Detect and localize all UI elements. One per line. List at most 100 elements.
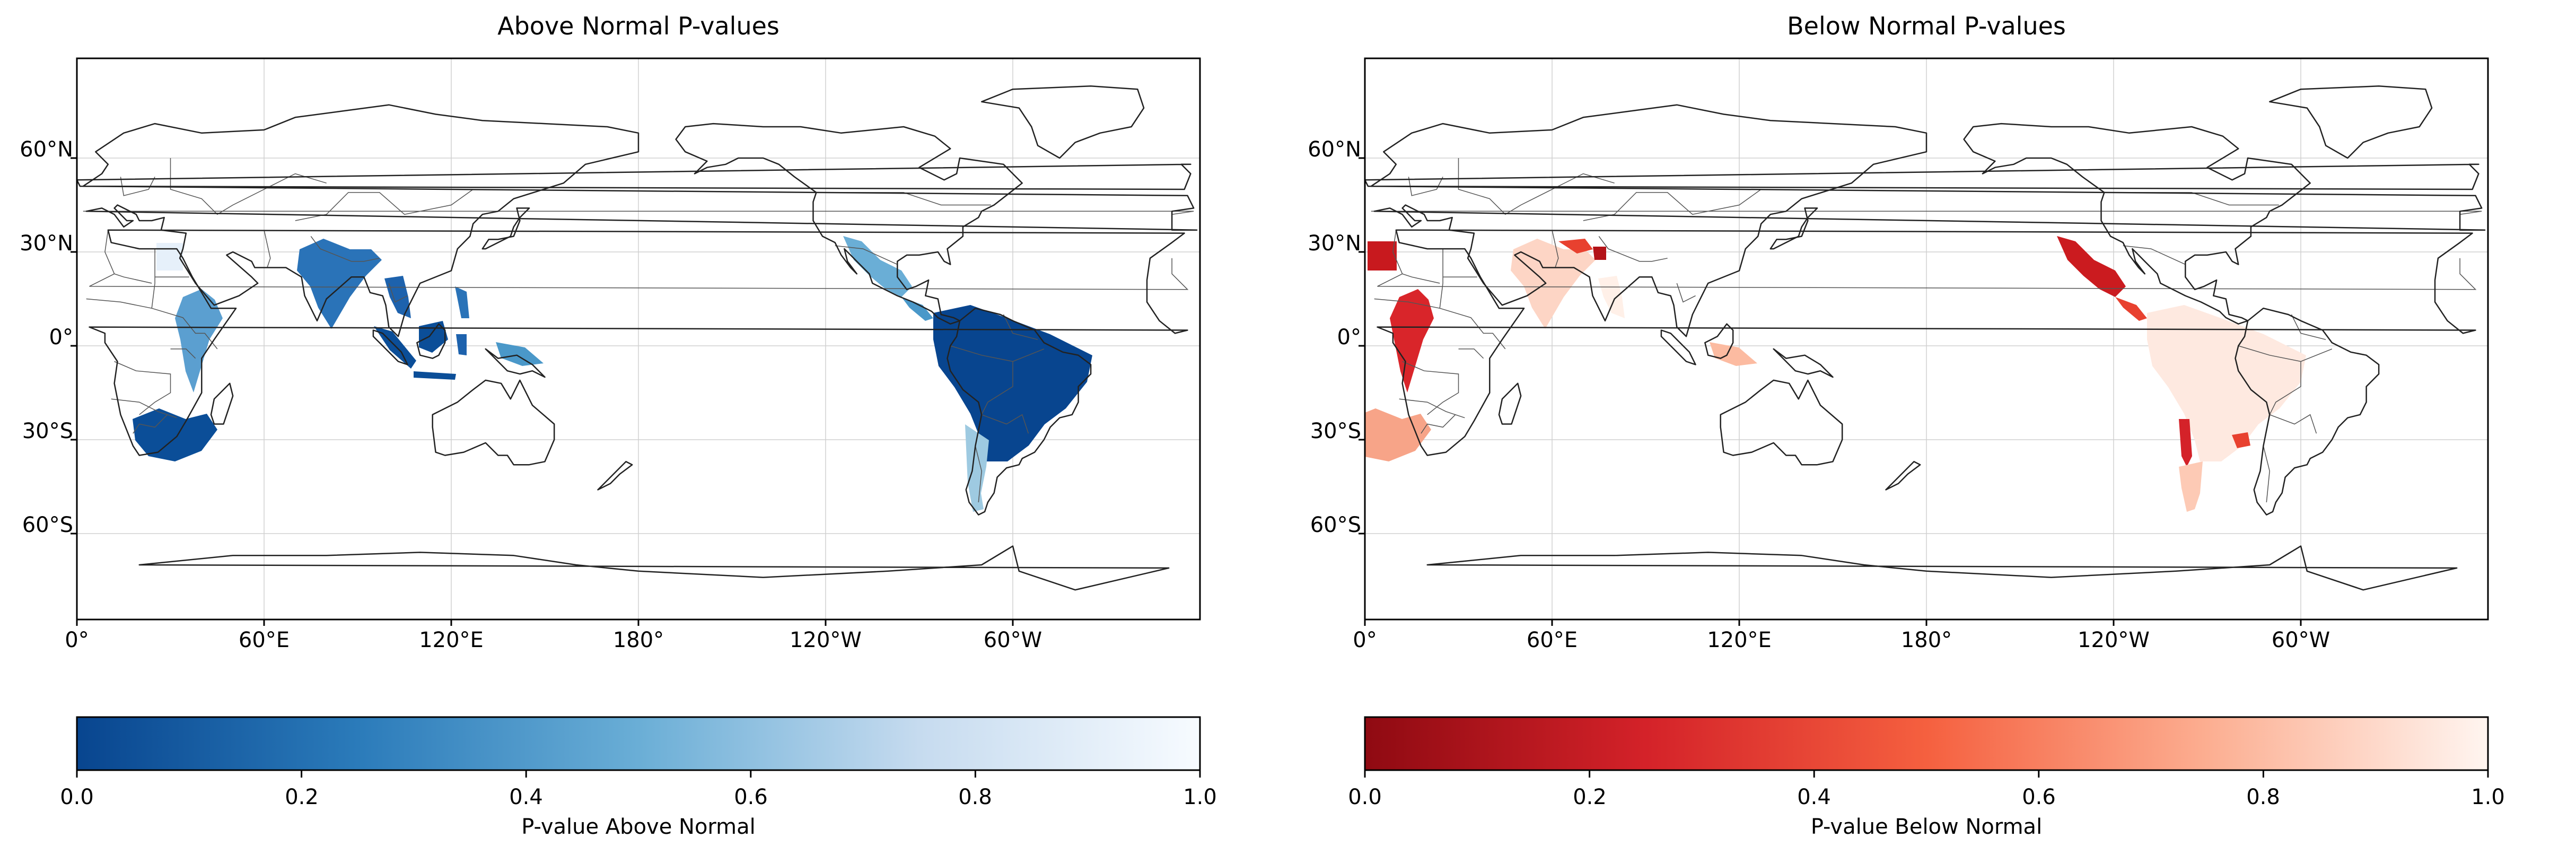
country-border: [981, 361, 1013, 415]
shade-philippines: [455, 286, 469, 318]
country-border: [1374, 298, 1506, 350]
shade-borneo: [419, 321, 448, 353]
shade-southern-africa: [1365, 408, 1431, 461]
country-border: [2263, 446, 2270, 503]
colorbar-tick-0: 0.0: [1348, 785, 1382, 809]
country-border: [1421, 414, 1456, 434]
coastline-north-america-e: [1963, 123, 2311, 325]
coastline-japan: [481, 207, 530, 250]
colorbar: [76, 716, 1201, 778]
axis-ticks: [71, 157, 1014, 626]
shade-bangladesh: [1593, 247, 1606, 260]
country-border: [104, 230, 115, 274]
lat-label-0: 0°: [1337, 325, 1361, 350]
country-border: [151, 249, 155, 309]
colorbar-ticks: [76, 770, 1201, 778]
graticule: [1365, 58, 2488, 620]
country-border: [2123, 245, 2186, 265]
shade-central-america: [901, 297, 933, 321]
coastline-borneo: [416, 323, 446, 359]
shade-east-africa: [175, 289, 223, 392]
country-border: [1399, 398, 1465, 418]
coastline-north-america-e: [675, 123, 1023, 325]
lon-label-120e: 120°E: [1707, 628, 1772, 652]
country-border: [1392, 230, 1403, 274]
country-border: [1371, 211, 2482, 215]
country-border: [170, 348, 196, 359]
coastline-new-guinea: [1773, 348, 1834, 378]
coastline-japan: [1769, 207, 1818, 250]
coastline-borneo: [1704, 323, 1734, 359]
country-border: [835, 245, 898, 265]
coastline-new-zealand: [597, 461, 633, 491]
shade-chile: [2179, 419, 2192, 467]
country-border: [981, 414, 1029, 434]
shade-indochina: [1598, 276, 1625, 318]
panel-title: Above Normal P-values: [497, 12, 779, 40]
lat-label-0: 0°: [49, 325, 73, 350]
country-border: [2269, 361, 2301, 415]
colorbar-label: P-value Above Normal: [521, 815, 756, 839]
shade-patagonia: [965, 424, 989, 512]
shade-new-guinea: [1710, 342, 1757, 366]
country-border: [1439, 249, 1443, 309]
coastline-south-america: [2235, 307, 2380, 516]
lon-label-60e: 60°E: [1526, 628, 1578, 652]
shade-himalaya: [1558, 239, 1593, 254]
coastline-british-isles: [1365, 163, 2479, 190]
coastline-greenland: [2268, 85, 2433, 159]
panel-title: Below Normal P-values: [1787, 12, 2066, 40]
panel-below-normal: Below Normal P-values: [1288, 0, 2576, 855]
country-border: [950, 345, 1045, 362]
shade-southern-africa: [133, 408, 217, 461]
colorbar-tick-0: 0.0: [60, 785, 94, 809]
shade-sulawesi: [456, 334, 467, 355]
shade-india: [297, 239, 382, 329]
axis-ticks: [1359, 157, 2302, 626]
country-border: [86, 298, 218, 350]
country-border: [1377, 258, 2477, 290]
coastlines: [1365, 85, 2486, 591]
coastline-south-america: [947, 307, 1092, 516]
lon-label-120e: 120°E: [419, 628, 484, 652]
colorbar-tick-2: 0.4: [1797, 785, 1831, 809]
country-border: [2269, 414, 2317, 434]
country-border: [1003, 314, 1038, 340]
colorbar-tick-3: 0.6: [734, 785, 768, 809]
lat-label-60n: 60°N: [1308, 137, 1361, 162]
country-border: [1598, 236, 1668, 262]
colorbar-ticks: [1364, 770, 2489, 778]
pvalue-shading: [1365, 236, 2306, 512]
coastline-new-guinea: [485, 348, 546, 378]
country-border: [89, 258, 1189, 290]
lat-label-30n: 30°N: [1308, 231, 1361, 256]
lat-label-60s: 60°S: [1310, 513, 1361, 537]
shade-mexico: [843, 236, 912, 297]
coastline-british-isles: [77, 163, 1191, 190]
country-border: [1458, 348, 1484, 359]
lon-label-120w: 120°W: [2078, 628, 2150, 652]
coastline-sumatra: [372, 329, 408, 365]
country-border: [83, 211, 1194, 215]
coastline-australia: [1720, 379, 1843, 466]
shade-india: [1511, 239, 1596, 329]
coastline-antarctica: [1426, 545, 2458, 591]
coastline-australia: [432, 379, 555, 466]
lon-label-60e: 60°E: [238, 628, 290, 652]
country-border: [1552, 230, 1559, 268]
coastlines: [77, 85, 1198, 591]
coastline-sumatra: [1660, 329, 1696, 365]
lat-label-30s: 30°S: [22, 419, 73, 443]
lon-label-180: 180°: [612, 628, 664, 652]
colorbar-label: P-value Below Normal: [1810, 815, 2043, 839]
country-border: [133, 414, 168, 434]
lat-label-60s: 60°S: [22, 513, 73, 537]
colorbar-gradient: [76, 716, 1201, 771]
country-borders: [83, 158, 1194, 503]
lon-label-60w: 60°W: [2271, 628, 2330, 652]
country-border: [264, 230, 271, 268]
country-border: [111, 398, 177, 418]
shade-java: [414, 371, 456, 380]
shade-mexico: [2057, 236, 2126, 297]
shade-sumatra: [374, 326, 416, 369]
